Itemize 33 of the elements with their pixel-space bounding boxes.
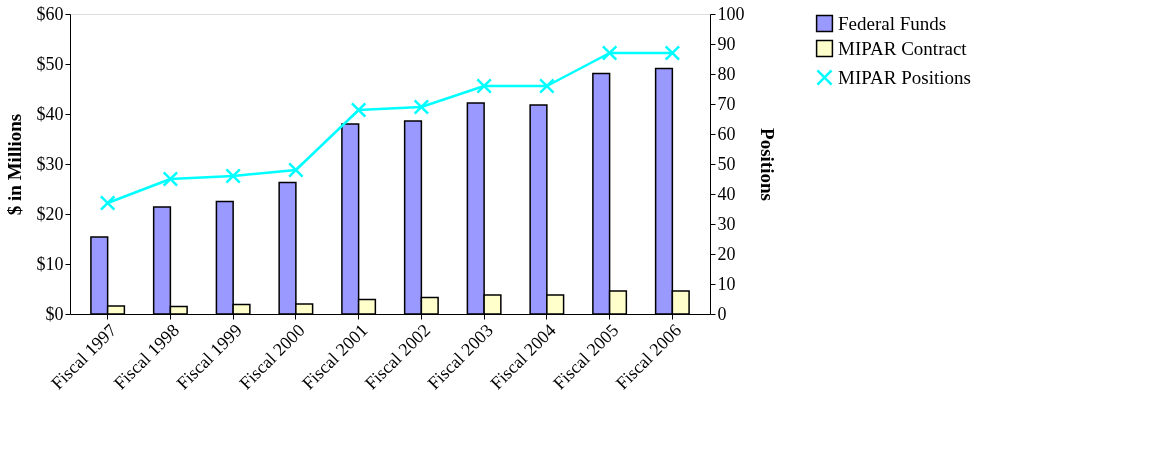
- y2-tick-label: 90: [717, 33, 736, 54]
- point: [162, 171, 179, 187]
- y2-tick-label: 100: [717, 3, 745, 24]
- y-axis-title: $ in Millions: [3, 113, 25, 216]
- point: [99, 195, 116, 211]
- point: [476, 78, 493, 94]
- legend-label: MIPAR Positions: [838, 66, 971, 88]
- point: [413, 99, 430, 115]
- y2-tick-label: 20: [717, 243, 736, 264]
- y2-tick-label: 0: [717, 303, 727, 324]
- point: [538, 78, 555, 94]
- point: [601, 45, 618, 61]
- y2-tick-label: 50: [717, 153, 736, 174]
- y2-tick-label: 70: [717, 93, 736, 114]
- legend-label: Federal Funds: [838, 12, 947, 34]
- y-tick-label: $0: [45, 303, 64, 324]
- y-tick-label: $10: [36, 253, 64, 274]
- y2-tick-label: 80: [717, 63, 736, 84]
- y-tick-label: $40: [36, 103, 64, 124]
- point: [350, 102, 367, 118]
- point: [287, 162, 304, 178]
- y2-tick-label: 60: [717, 123, 736, 144]
- y-tick-label: $20: [36, 203, 64, 224]
- y2-tick-label: 40: [717, 183, 736, 204]
- point: [225, 168, 242, 184]
- y2-tick-label: 10: [717, 273, 736, 294]
- y2-tick-label: 30: [717, 213, 736, 234]
- y-tick-label: $30: [36, 153, 64, 174]
- point: [664, 45, 681, 61]
- y2-axis-title: Positions: [756, 128, 778, 201]
- y-tick-label: $50: [36, 53, 64, 74]
- legend-label: MIPAR Contract: [838, 37, 968, 59]
- y-tick-label: $60: [36, 3, 64, 24]
